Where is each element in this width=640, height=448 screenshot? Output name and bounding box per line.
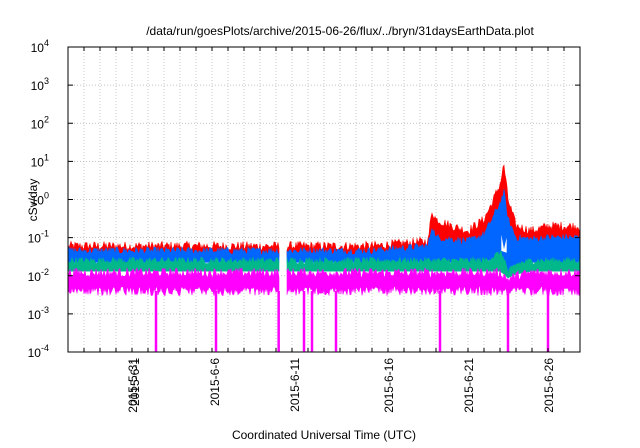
y-tick-label: 10-1 — [28, 229, 49, 246]
x-axis-label: Coordinated Universal Time (UTC) — [232, 428, 416, 442]
x-tick-label: 2015-6-26 — [542, 358, 556, 413]
y-tick-label: 10-3 — [28, 305, 49, 322]
x-tick-label: 2015-6-11 — [288, 358, 302, 412]
y-tick-label: 10-4 — [28, 343, 49, 360]
series-magenta — [67, 266, 581, 297]
x-tick-label: 2015-6-16 — [382, 358, 396, 413]
x-tick-label: 2015-6-1 — [128, 358, 142, 406]
y-tick-label: 104 — [31, 38, 49, 55]
event-notch — [501, 234, 507, 253]
y-tick-label: 102 — [31, 114, 49, 131]
chart-title: /data/run/goesPlots/archive/2015-06-26/f… — [146, 24, 534, 38]
y-tick-label: 101 — [31, 152, 49, 169]
x-tick-label: 2015-6-21 — [462, 358, 476, 413]
y-axis-label: cSv/day — [26, 179, 40, 222]
x-tick-label: 2015-5-31 — [126, 358, 140, 413]
x-tick-label: 2015-6-6 — [208, 358, 222, 406]
y-tick-label: 103 — [31, 76, 49, 93]
y-tick-label: 10-2 — [28, 267, 49, 284]
plot-area — [67, 164, 581, 352]
